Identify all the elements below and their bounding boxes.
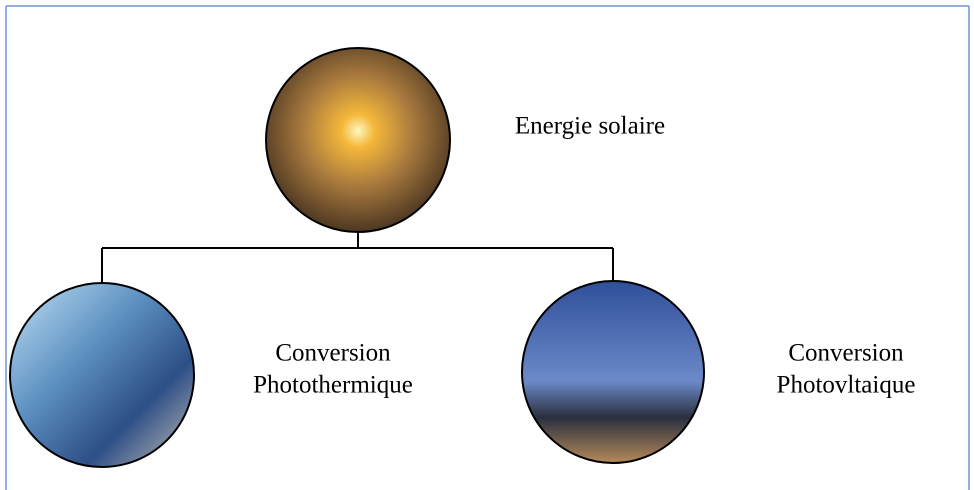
node-label: Energie solaire — [515, 113, 665, 140]
node-label: Conversion — [788, 340, 904, 367]
diagram: Energie solaire Conversion Photothermiqu… — [0, 0, 974, 490]
node-image — [266, 48, 450, 232]
node-image — [522, 281, 704, 463]
connectors — [102, 232, 613, 283]
node-label: Photothermique — [253, 372, 413, 399]
node-image — [10, 283, 194, 467]
node-label: Photovltaique — [777, 372, 916, 399]
node-label: Conversion — [275, 340, 391, 367]
